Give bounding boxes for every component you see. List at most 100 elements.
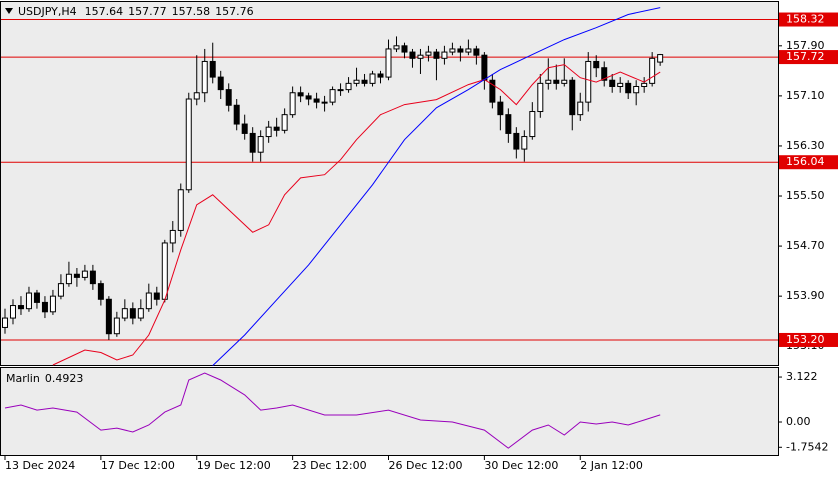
indicator-value: 0.4923 [45,372,84,385]
candle-body [289,92,296,116]
candle-body [1,317,8,328]
indicator-line [212,7,661,366]
candle-body [505,114,512,134]
candle-body [49,295,56,313]
level-label: 153.20 [786,333,825,346]
candle-body [345,82,352,91]
candle-body [401,45,408,53]
candle-body [65,273,72,285]
candle-body [209,60,216,78]
candle-body [233,104,240,125]
candle-body [481,54,488,81]
y-tick-label: 3.122 [786,370,818,383]
candle-body [41,301,48,313]
candle-body [545,79,552,84]
candle-body [625,82,632,94]
y-tick-label: 157.90 [786,39,825,52]
candle-body [417,54,424,59]
candle-body [217,76,224,91]
candle-body [641,82,648,87]
candle-body [265,126,272,138]
candle-body [321,101,328,104]
candle-body [561,79,568,84]
level-tag [779,155,838,170]
candle-body [369,73,376,84]
candle-body [161,242,168,300]
level-tag [779,50,838,65]
candle-body [201,60,208,94]
level-label: 157.72 [786,50,825,63]
candle-body [449,48,456,53]
menu-arrow[interactable] [5,8,13,14]
candle-body [249,132,256,153]
candle-body [169,229,176,244]
level-tag [779,12,838,27]
candle-body [425,51,432,56]
candle-body [393,45,400,50]
indicator-title: Marlin 0.4923 [6,372,83,385]
candle-body [281,114,288,131]
x-tick-label: 19 Dec 12:00 [197,459,271,472]
candle-body [329,89,336,103]
header-value: 157.76 [215,5,254,18]
candle-body [193,92,200,100]
candle-body [601,67,608,81]
candle-body [89,270,96,285]
candle-body [537,82,544,113]
candle-body [145,292,152,310]
candle-body [57,283,64,297]
candle-body [353,79,360,84]
candle-body [241,123,248,134]
candle-body [489,79,496,103]
candle-body [617,82,624,87]
candle-body [25,292,32,310]
y-tick-label: 153.90 [786,289,825,302]
candle-body [273,126,280,131]
candle-body [577,101,584,116]
x-tick-label: 23 Dec 12:00 [293,459,367,472]
x-tick-label: 2 Jan 12:00 [580,459,643,472]
candle-body [129,308,136,319]
candle-body [553,79,560,84]
candle-body [33,292,40,303]
candle-body [529,111,536,138]
indicator-line [52,64,661,366]
candle-body [17,305,24,310]
header-value: 157.64 [85,5,124,18]
x-tick-label: 26 Dec 12:00 [389,459,463,472]
candle-body [297,92,304,97]
level-label: 156.04 [786,155,825,168]
candle-body [497,101,504,116]
candle-body [177,189,184,231]
candle-body [225,89,232,106]
candle-body [377,73,384,78]
candle-body [257,136,264,153]
candle-body [441,51,448,59]
chart-layer: 157.90 157.10 156.30 155.50 154.70 153.90 153.… [1,5,838,472]
chart-title: USDJPY,H4 157.64 157.77 157.58 157.76 [18,5,254,18]
candle-body [521,136,528,150]
y-tick-label: 157.10 [786,89,825,102]
candle-body [657,54,664,63]
candle-body [457,48,464,53]
candle-body [633,85,640,94]
header-value: 157.58 [172,5,211,18]
level-tag [779,332,838,347]
header-value: USDJPY,H4 [18,5,77,18]
candle-body [153,292,160,300]
candle-body [121,308,128,319]
header-value: 157.77 [128,5,167,18]
indicator-plot [0,367,779,456]
x-tick-label: 13 Dec 2024 [5,459,75,472]
x-tick-label: 17 Dec 12:00 [101,459,175,472]
candle-body [185,98,192,191]
y-tick-label: 154.70 [786,239,825,252]
y-tick-label: -1.7542 [786,440,828,453]
candle-body [649,57,656,84]
indicator-name: Marlin [6,372,40,385]
candle-body [609,79,616,87]
candle-body [81,270,88,278]
candle-body [105,298,112,335]
candle-body [473,48,480,56]
